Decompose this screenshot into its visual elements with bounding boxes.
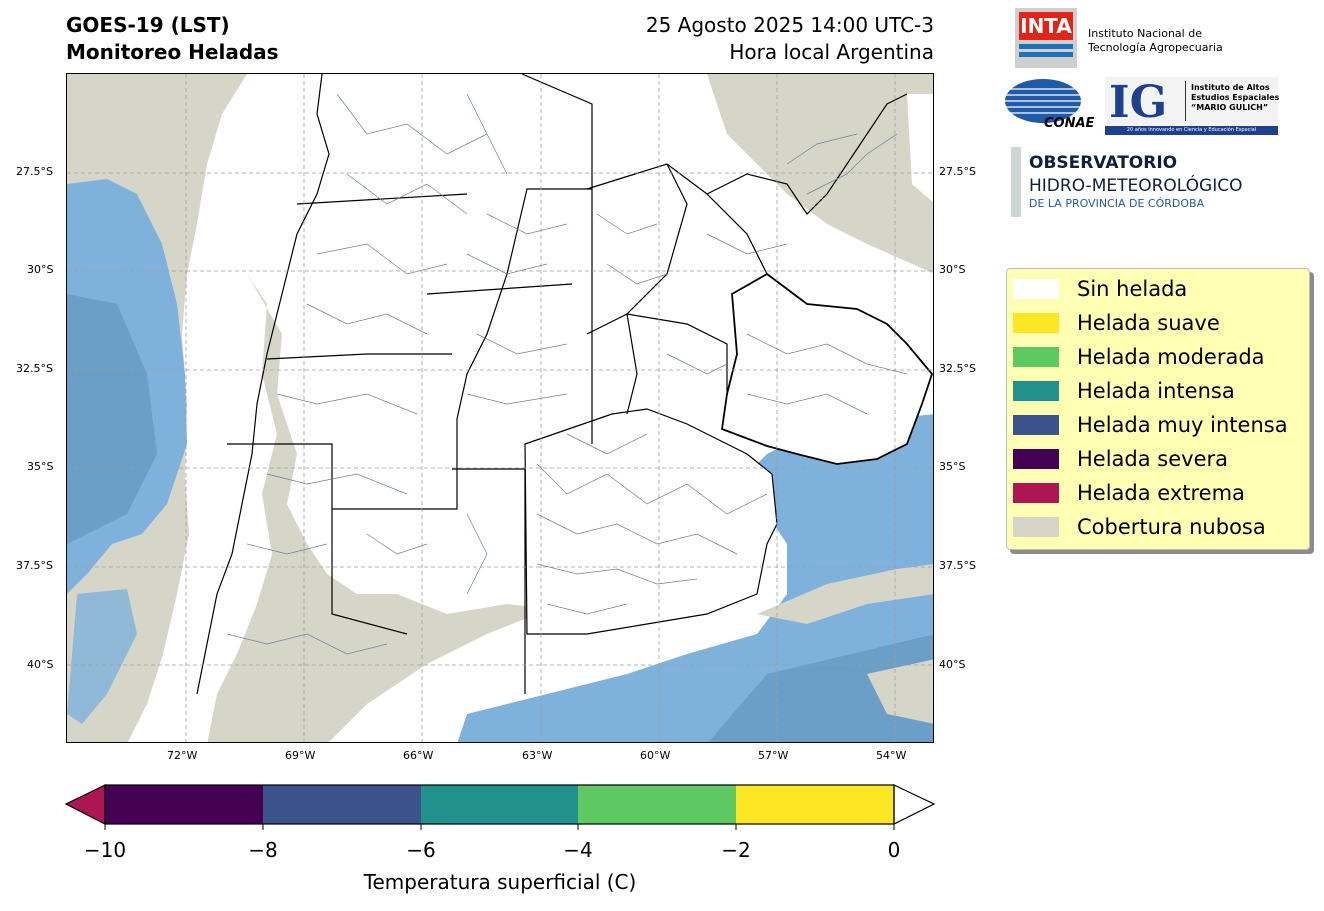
legend-label: Helada muy intensa: [1077, 413, 1288, 437]
lon-label: 60°W: [640, 749, 671, 762]
lat-label-right: 35°S: [939, 460, 966, 473]
lat-label-left: 40°S: [27, 658, 54, 671]
lat-label-left: 37.5°S: [16, 559, 53, 572]
conae-logo: [1005, 79, 1081, 123]
graticule: [67, 74, 933, 742]
ig-logo-mark: IG: [1109, 77, 1168, 128]
lon-label: 63°W: [522, 749, 553, 762]
colorbar-tick: −10: [83, 838, 127, 862]
lon-label: 72°W: [167, 749, 198, 762]
map-title: GOES-19 (LST) Monitoreo Heladas: [66, 13, 279, 64]
lat-label-right: 37.5°S: [939, 559, 976, 572]
legend-swatch: [1013, 483, 1059, 503]
observatorio-bar: [1011, 147, 1021, 217]
observatorio-line3: DE LA PROVINCIA DE CÓRDOBA: [1029, 197, 1205, 210]
legend-label: Cobertura nubosa: [1077, 515, 1266, 539]
legend-label: Helada severa: [1077, 447, 1228, 471]
ig-name: Instituto de Altos Estudios Espaciales “…: [1191, 83, 1280, 112]
lon-label: 54°W: [876, 749, 907, 762]
legend-swatch: [1013, 517, 1059, 537]
pacific-ocean-deep: [67, 294, 157, 544]
lon-label: 69°W: [285, 749, 316, 762]
legend-label: Sin helada: [1077, 277, 1188, 301]
lat-label-left: 30°S: [27, 263, 54, 276]
lat-label-right: 40°S: [939, 658, 966, 671]
ig-logo: IG Instituto de Altos Estudios Espaciale…: [1105, 77, 1280, 135]
andes-cloud: [207, 274, 597, 742]
colorbar-tick: 0: [887, 838, 901, 862]
lat-label-right: 30°S: [939, 263, 966, 276]
inta-logo-mark: INTA: [1019, 12, 1073, 40]
legend-swatch: [1013, 313, 1059, 333]
colorbar: [64, 784, 936, 830]
atlantic-ocean-deep: [708, 634, 933, 742]
colorbar-segment: [578, 785, 736, 824]
ne-white-gap: [907, 94, 933, 203]
legend-swatch: [1013, 347, 1059, 367]
legend-label: Helada suave: [1077, 311, 1220, 335]
legend-swatch: [1013, 415, 1059, 435]
lat-label-left: 32.5°S: [16, 362, 53, 375]
inta-logo: INTA: [1015, 8, 1077, 68]
legend-label: Helada extrema: [1077, 481, 1245, 505]
colorbar-label: Temperatura superficial (C): [363, 870, 637, 894]
colorbar-segment: [263, 785, 421, 824]
ig-tagline: 20 años innovando en Ciencia y Educación…: [1105, 126, 1278, 135]
atlantic-cloud-south: [867, 659, 933, 724]
legend-swatch: [1013, 279, 1059, 299]
province-borders: [196, 74, 908, 695]
colorbar-over-arrow: [893, 784, 936, 825]
lat-label-right: 32.5°S: [939, 362, 976, 375]
colorbar-tick: −6: [406, 838, 436, 862]
observatorio-line1: OBSERVATORIO: [1029, 153, 1178, 173]
map-canvas: [67, 74, 933, 742]
legend-label: Helada moderada: [1077, 345, 1265, 369]
map-panel: [66, 73, 934, 743]
brazil-cloud: [707, 74, 933, 274]
colorbar-segment: [105, 785, 263, 824]
colorbar-tick: −2: [721, 838, 751, 862]
map-datetime: 25 Agosto 2025 14:00 UTC-3 Hora local Ar…: [645, 13, 934, 64]
map-legend: Sin helada Helada suave Helada moderada …: [1006, 268, 1310, 550]
uruguay-outline: [721, 272, 933, 465]
lon-label: 57°W: [758, 749, 789, 762]
legend-label: Helada intensa: [1077, 379, 1235, 403]
lon-label: 66°W: [403, 749, 434, 762]
colorbar-segment: [421, 785, 578, 824]
colorbar-under-arrow: [64, 784, 106, 825]
lat-label-left: 27.5°S: [16, 165, 53, 178]
lat-label-left: 35°S: [27, 460, 54, 473]
district-lines: [226, 93, 908, 655]
conae-text: CONAE: [1044, 116, 1095, 131]
legend-swatch: [1013, 449, 1059, 469]
observatorio-line2: HIDRO-METEOROLÓGICO: [1029, 176, 1243, 196]
lat-label-right: 27.5°S: [939, 165, 976, 178]
atlantic-ocean: [457, 414, 933, 742]
inta-name: Instituto Nacional de Tecnología Agropec…: [1088, 27, 1223, 54]
chile-coast-ocean: [67, 589, 137, 724]
atlantic-cloud-band: [757, 564, 933, 624]
buenos-aires-outline: [524, 408, 778, 635]
colorbar-tick: −8: [248, 838, 278, 862]
legend-swatch: [1013, 381, 1059, 401]
colorbar-tick: −4: [563, 838, 593, 862]
colorbar-segment: [736, 785, 894, 824]
